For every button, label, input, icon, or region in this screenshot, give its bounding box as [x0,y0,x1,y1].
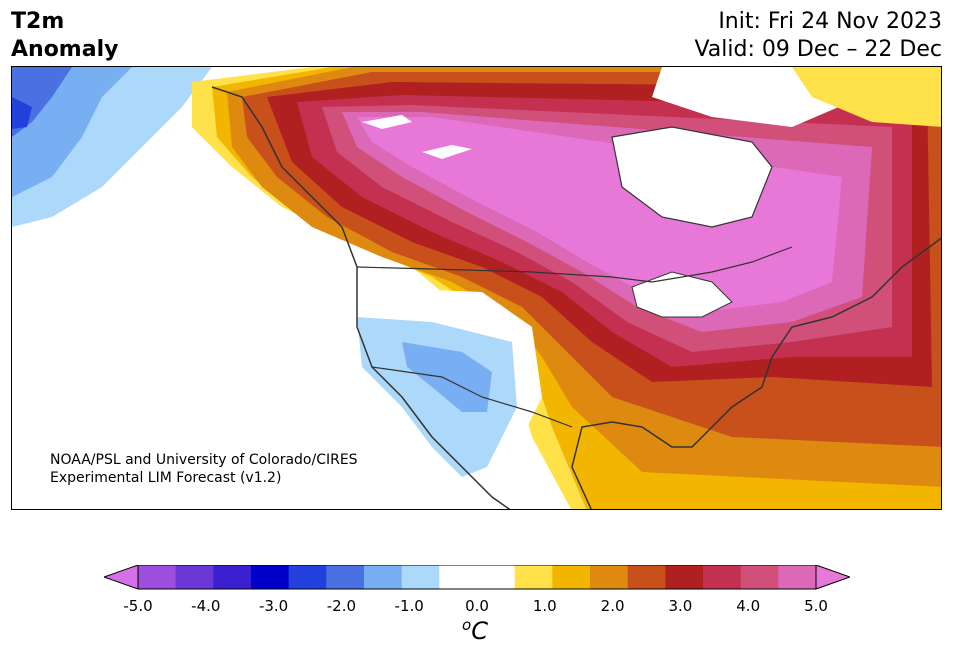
unit-base: C [471,617,488,645]
colorbar-tick-label: 5.0 [804,597,828,615]
colorbar-cell [740,565,779,589]
mexico-border [371,366,573,428]
colorbar-cell [590,565,629,589]
unit-degree: o [462,616,472,634]
colorbar-cell [477,565,516,589]
colorbar-cell [665,565,704,589]
arctic-yellow [792,67,941,127]
colorbar-cell [213,565,252,589]
colorbar-tick-label: -5.0 [123,597,153,615]
hudson-bay [612,127,772,227]
colorbar-tick-label: 2.0 [600,597,625,615]
colorbar-tick-label: -1.0 [394,597,424,615]
colorbar-cell [138,565,177,589]
colorbar-cell [401,565,440,589]
colorbar-tick-label: -2.0 [326,597,357,615]
init-date: Init: Fri 24 Nov 2023 [718,9,942,34]
coastline-east [571,237,941,509]
colorbar-cell [364,565,403,589]
canadian-lake-2 [422,145,472,159]
colorbar-tick-label: -4.0 [191,597,221,615]
colorbar-cell [703,565,742,589]
colorbar-low-extend [104,565,139,590]
cold-core [12,97,32,129]
colorbar-tick-label: -3.0 [258,597,289,615]
colorbar-frame [137,565,817,590]
us-canada-border [356,246,793,283]
canadian-lake-1 [362,115,412,129]
colorbar-high-extend [815,565,850,590]
title-variable: T2m [11,9,65,34]
colorbar-tick-label: 1.0 [532,597,557,615]
unit-label: oC [462,616,488,645]
credit-line-2: Experimental LIM Forecast (v1.2) [50,470,282,486]
great-lakes [631,271,733,318]
colorbar-cell [175,565,214,589]
colorbar-cell [514,565,553,589]
credit-line-1: NOAA/PSL and University of Colorado/CIRE… [50,452,358,468]
valid-range: Valid: 09 Dec – 22 Dec [694,37,942,62]
colorbar-cell [552,565,591,589]
colorbar-ticks: -5.0 -4.0 -3.0 -2.0 -1.0 0.0 1.0 2.0 3.0 4.0 5.0 [0,595,953,619]
colorbar-cell [326,565,365,589]
colorbar-tick-label: 3.0 [668,597,693,615]
colorbar-cell [627,565,666,589]
credit-text: NOAA/PSL and University of Colorado/CIRE… [50,451,358,487]
colorbar-cell [288,565,327,589]
map-graphic [12,67,941,509]
coastline-west [211,86,511,509]
colorbar-cell [778,565,817,589]
colorbar-cell [251,565,290,589]
colorbar [104,565,850,590]
title-right: Init: Fri 24 Nov 2023 Valid: 09 Dec – 22… [694,8,942,64]
colorbar-cell [439,565,478,589]
hudson-coast [611,126,773,228]
colorbar-tick-label: 0.0 [465,597,489,615]
anomaly-map: NOAA/PSL and University of Colorado/CIRE… [11,66,942,510]
colorbar-tick-label: 4.0 [736,597,761,615]
sw-light-blue [357,317,517,477]
title-anomaly: Anomaly [11,37,119,62]
sw-blue [402,342,492,412]
title-left: T2m Anomaly [11,8,118,64]
